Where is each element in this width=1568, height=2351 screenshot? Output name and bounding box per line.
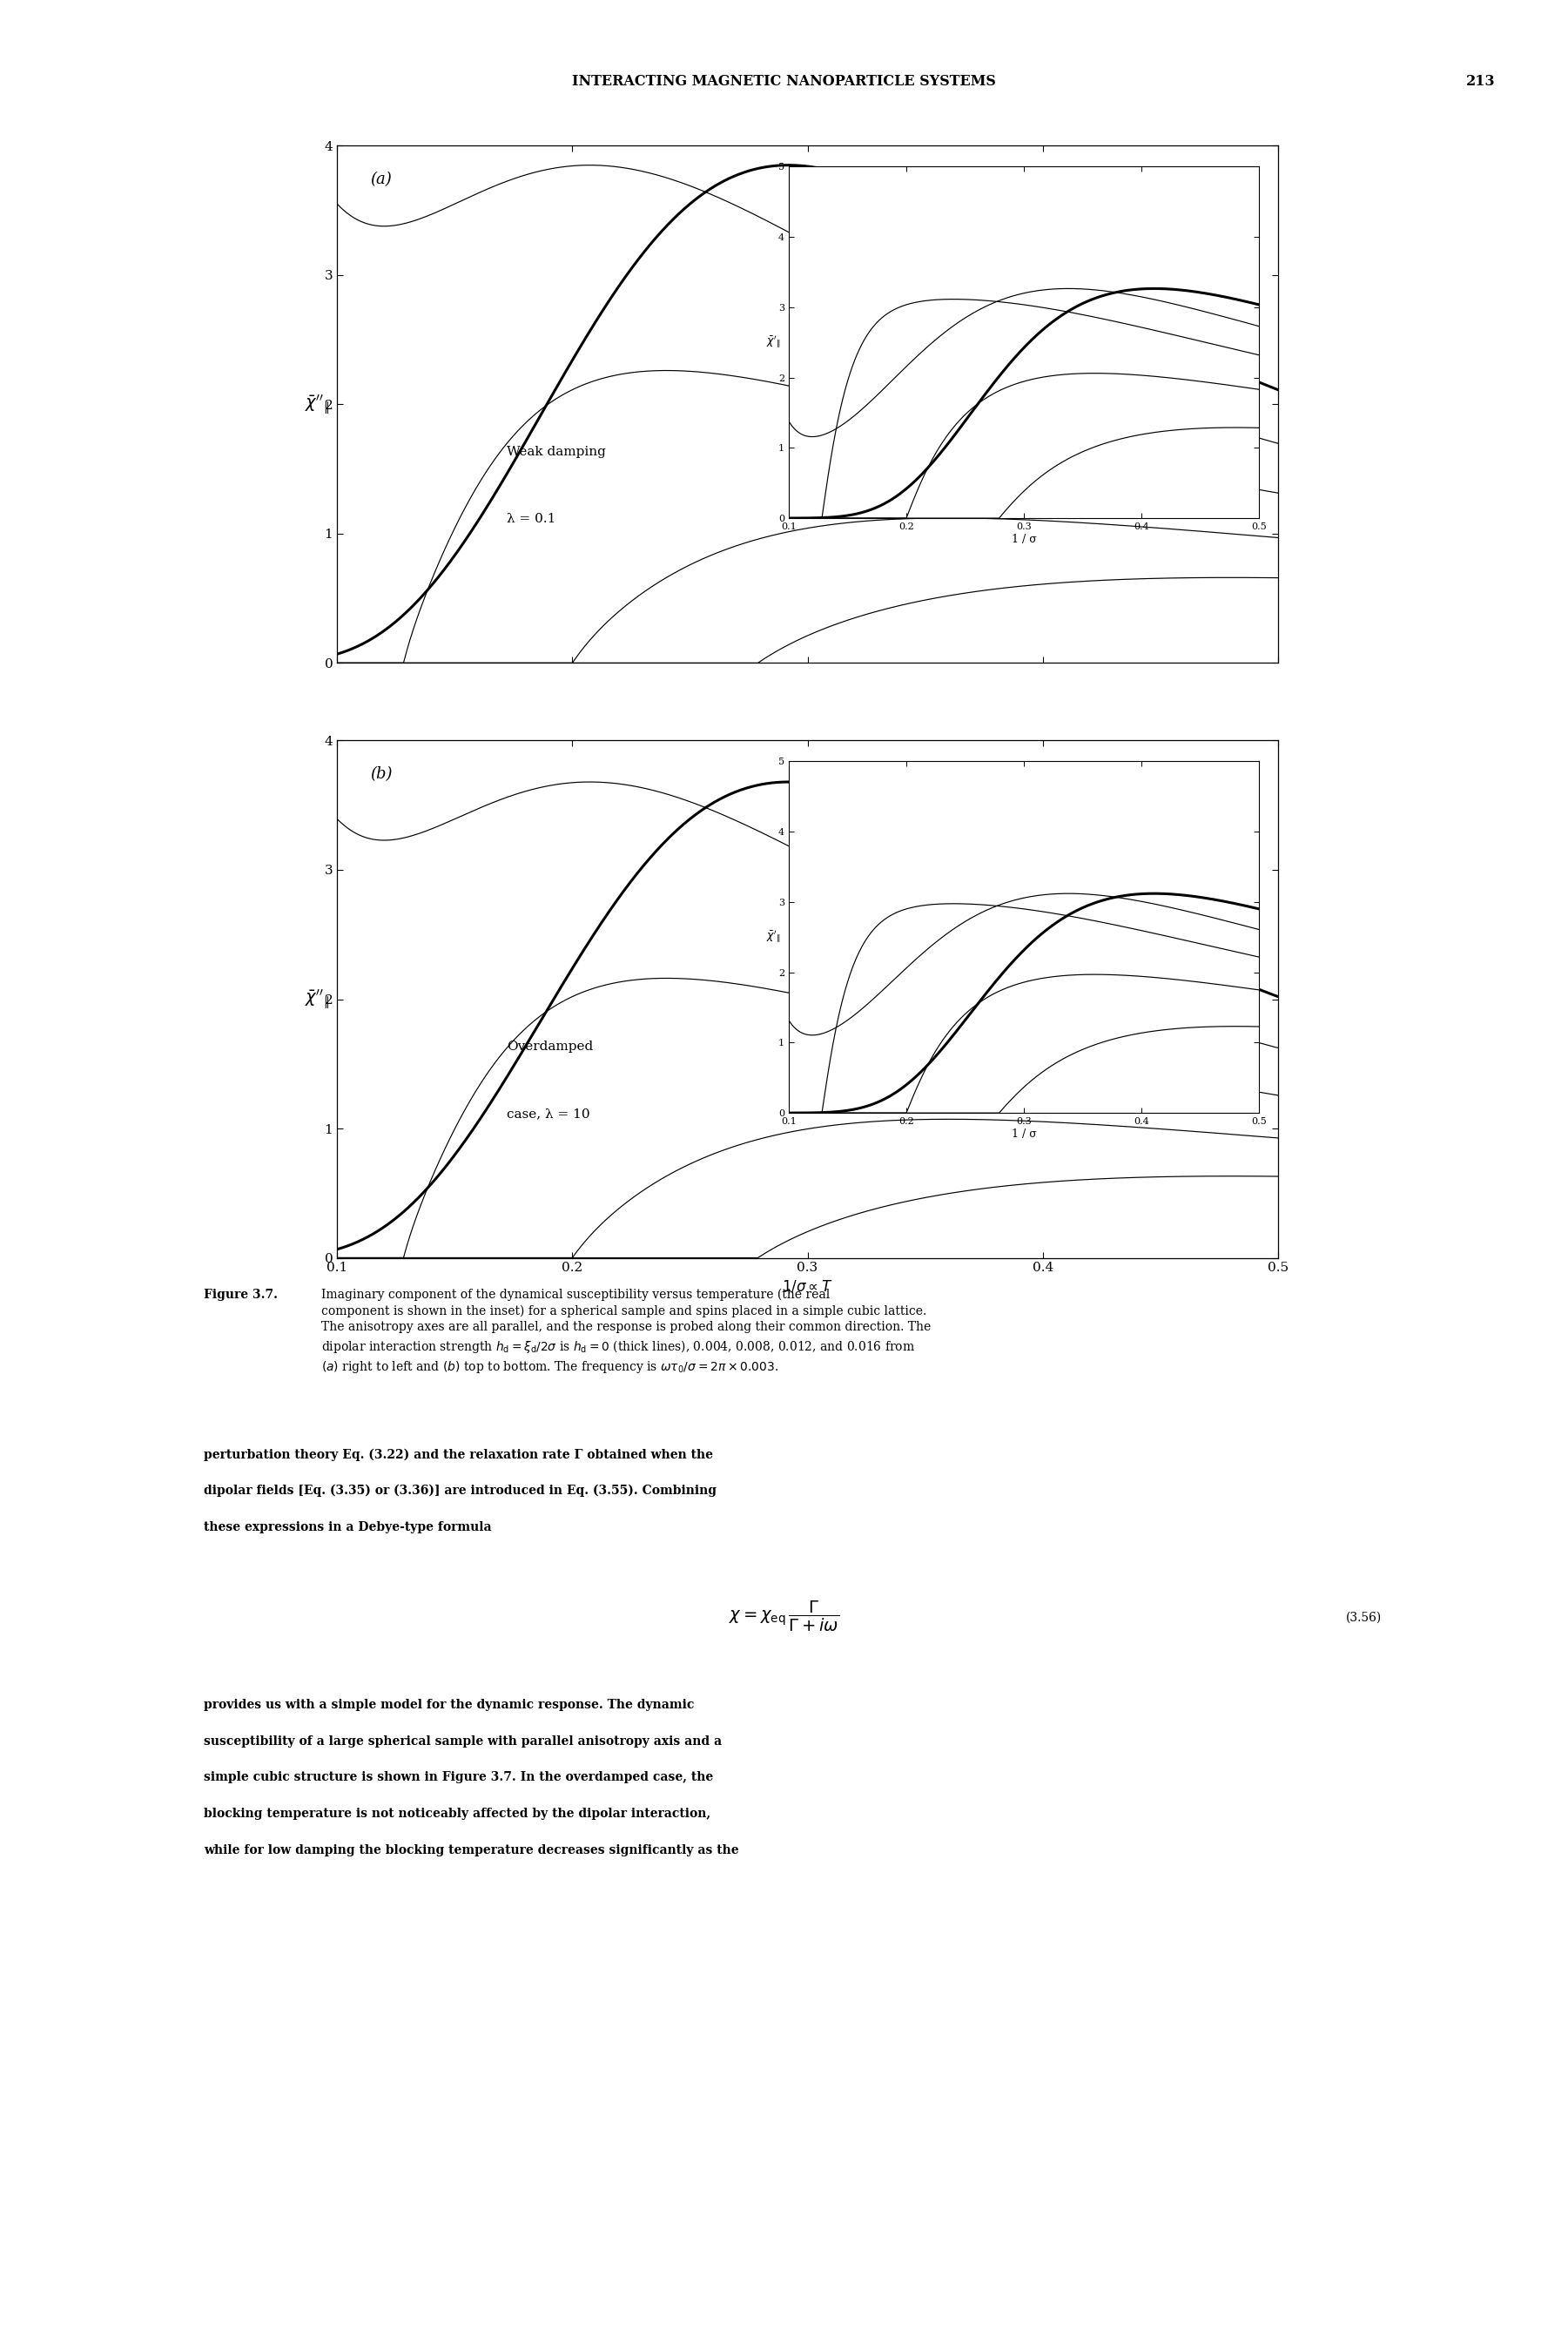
Text: these expressions in a Debye-type formula: these expressions in a Debye-type formul…: [204, 1521, 492, 1533]
Text: susceptibility of a large spherical sample with parallel anisotropy axis and a: susceptibility of a large spherical samp…: [204, 1735, 721, 1747]
Text: INTERACTING MAGNETIC NANOPARTICLE SYSTEMS: INTERACTING MAGNETIC NANOPARTICLE SYSTEM…: [572, 73, 996, 89]
Y-axis label: $\bar{\chi}'_{\!\parallel}$: $\bar{\chi}'_{\!\parallel}$: [767, 929, 781, 945]
Text: while for low damping the blocking temperature decreases significantly as the: while for low damping the blocking tempe…: [204, 1843, 739, 1857]
Text: $\chi = \chi_{\rm eq}\,\dfrac{\Gamma}{\Gamma + i\omega}$: $\chi = \chi_{\rm eq}\,\dfrac{\Gamma}{\G…: [729, 1601, 839, 1634]
X-axis label: 1 / σ: 1 / σ: [1011, 534, 1036, 545]
X-axis label: $1/\sigma \propto T$: $1/\sigma \propto T$: [782, 1279, 833, 1295]
Text: dipolar fields [Eq. (3.35) or (3.36)] are introduced in Eq. (3.55). Combining: dipolar fields [Eq. (3.35) or (3.36)] ar…: [204, 1486, 717, 1498]
Text: perturbation theory Eq. (3.22) and the relaxation rate Γ obtained when the: perturbation theory Eq. (3.22) and the r…: [204, 1448, 713, 1460]
Text: simple cubic structure is shown in Figure 3.7. In the overdamped case, the: simple cubic structure is shown in Figur…: [204, 1773, 713, 1784]
Text: 213: 213: [1466, 73, 1496, 89]
Text: Imaginary component of the dynamical susceptibility versus temperature (the real: Imaginary component of the dynamical sus…: [321, 1288, 931, 1375]
Text: λ = 0.1: λ = 0.1: [506, 513, 555, 524]
Text: case, λ = 10: case, λ = 10: [506, 1107, 590, 1119]
Y-axis label: $\bar{\chi}''_{\!\parallel}$: $\bar{\chi}''_{\!\parallel}$: [304, 987, 329, 1011]
Text: blocking temperature is not noticeably affected by the dipolar interaction,: blocking temperature is not noticeably a…: [204, 1808, 710, 1820]
Text: Figure 3.7.: Figure 3.7.: [204, 1288, 278, 1300]
Text: provides us with a simple model for the dynamic response. The dynamic: provides us with a simple model for the …: [204, 1697, 695, 1712]
Text: Overdamped: Overdamped: [506, 1041, 593, 1053]
Text: (b): (b): [370, 766, 392, 783]
Text: (3.56): (3.56): [1347, 1613, 1381, 1625]
Y-axis label: $\bar{\chi}''_{\!\parallel}$: $\bar{\chi}''_{\!\parallel}$: [304, 393, 329, 416]
Text: Weak damping: Weak damping: [506, 447, 605, 458]
Y-axis label: $\bar{\chi}'_{\!\parallel}$: $\bar{\chi}'_{\!\parallel}$: [767, 334, 781, 350]
Text: (a): (a): [370, 172, 392, 188]
X-axis label: 1 / σ: 1 / σ: [1011, 1128, 1036, 1140]
